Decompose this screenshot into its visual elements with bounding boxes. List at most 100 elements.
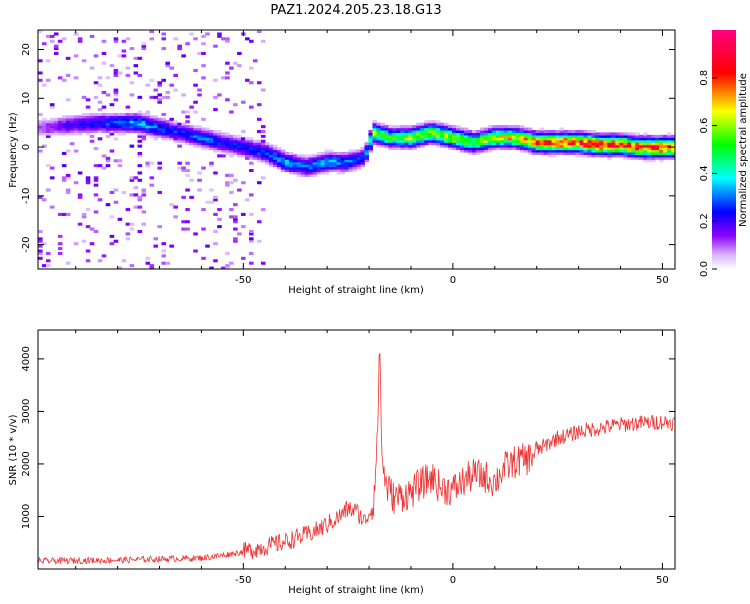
spectrogram-cell: [221, 147, 226, 151]
spectrogram-cell: [408, 129, 413, 134]
spectrogram-cell: [161, 249, 166, 253]
spectrogram-cell: [408, 137, 413, 141]
spectrogram-cell: [392, 129, 397, 134]
spectrogram-cell: [284, 151, 290, 155]
spectrogram-cell: [101, 122, 107, 126]
spectrogram-cell: [61, 115, 67, 119]
spectrogram-cell: [416, 139, 421, 143]
spectrogram-cell: [121, 190, 127, 194]
spectrogram-cell: [348, 156, 354, 160]
spectrogram-cell: [292, 166, 298, 170]
spectrogram-cell: [444, 142, 449, 146]
spectrogram-cell: [153, 127, 159, 131]
spectrogram-cell: [595, 142, 600, 146]
spectrogram-cell: [193, 127, 198, 131]
spectrogram-cell: [424, 134, 429, 138]
spectrogram-cell: [460, 139, 465, 143]
spectrogram-cell: [583, 144, 589, 148]
spectrogram-cell: [663, 142, 668, 146]
spectrogram-cell: [129, 193, 135, 197]
spectrogram-cell: [65, 125, 71, 129]
spectrogram-cell: [113, 125, 119, 129]
spectrogram-cell: [252, 151, 258, 155]
spectrogram-cell: [169, 203, 174, 207]
spectrogram-cell: [157, 190, 163, 194]
spectrogram-cell: [392, 139, 397, 143]
spectrogram-cell: [551, 144, 557, 148]
spectrogram-cell: [479, 139, 485, 143]
spectrogram-cell: [260, 129, 266, 134]
spectrogram-cell: [416, 127, 421, 131]
spectrogram-cell: [137, 129, 143, 134]
spectrogram-cell: [137, 151, 143, 155]
spectrogram-cell: [324, 169, 330, 173]
spectrogram-cell: [535, 142, 541, 146]
spectrogram-cell: [105, 76, 111, 80]
spectrogram-cell: [241, 151, 246, 155]
spectrogram-cell: [368, 132, 374, 136]
spectrogram-cell: [491, 127, 497, 131]
spectrogram-cell: [511, 142, 517, 146]
spectrogram-cell: [268, 164, 274, 168]
spectrogram-cell: [651, 149, 656, 153]
spectrogram-cell: [89, 66, 95, 70]
spectrogram-cell: [551, 154, 557, 158]
spectrogram-cell: [527, 127, 533, 131]
spectrogram-cell: [49, 166, 55, 170]
spectrogram-cell: [511, 127, 517, 131]
spectrogram-cell: [189, 195, 194, 199]
spectrogram-cell: [145, 256, 151, 260]
spectrogram-cell: [117, 71, 123, 75]
spectrogram-cell: [615, 149, 620, 153]
spectrogram-cell: [284, 169, 290, 173]
spectrogram-cell: [181, 169, 186, 173]
spectrogram-cell: [256, 81, 262, 85]
spectrogram-cell: [475, 137, 481, 141]
spectrogram-cell: [583, 147, 589, 151]
spectrogram-cell: [205, 200, 210, 204]
spectrogram-cell: [531, 144, 537, 148]
spectrogram-cell: [177, 125, 182, 129]
spectrogram-cell: [463, 139, 469, 143]
spectrogram-cell: [300, 164, 306, 168]
spectrogram-cell: [217, 129, 222, 134]
spectrogram-cell: [129, 115, 135, 119]
spectrogram-cell: [113, 115, 119, 119]
spectrogram-cell: [495, 139, 501, 143]
spectrogram-cell: [324, 161, 330, 165]
spectrogram-cell: [483, 129, 489, 134]
spectrogram-cell: [511, 132, 517, 136]
spectrogram-cell: [161, 132, 166, 136]
spectrogram-cell: [448, 147, 453, 151]
spectrogram-cell: [587, 154, 592, 158]
spectrogram-cell: [627, 144, 632, 148]
spectrogram-cell: [392, 127, 397, 131]
spectrogram-cell: [400, 147, 405, 151]
spectrogram-cell: [161, 37, 166, 41]
spectrogram-cell: [667, 156, 672, 160]
spectrogram-cell: [655, 151, 660, 155]
spectrogram-cell: [260, 125, 266, 129]
spectrogram-cell: [491, 137, 497, 141]
spectrogram-cell: [412, 142, 417, 146]
spectrogram-cell: [105, 164, 111, 168]
spectrogram-cell: [229, 151, 234, 155]
spectrogram-cell: [639, 144, 644, 148]
spectrogram-cell: [57, 127, 63, 131]
spectrogram-cell: [356, 161, 362, 165]
spectrogram-cell: [376, 122, 381, 126]
spectrogram-cell: [237, 147, 242, 151]
spectrogram-cell: [396, 139, 401, 143]
spectrogram-cell: [444, 134, 449, 138]
spectrogram-cell: [491, 129, 497, 134]
spectrogram-cell: [245, 147, 250, 151]
spectrogram-cell: [404, 129, 409, 134]
spectrogram-cell: [316, 159, 322, 163]
spectrogram-cell: [225, 134, 230, 138]
spectrogram-cell: [308, 171, 314, 175]
spectrogram-cell: [388, 142, 393, 146]
spectrogram-cell: [607, 147, 612, 151]
spectrogram-cell: [567, 137, 573, 141]
spectrogram-cell: [603, 142, 608, 146]
spectrogram-cell: [356, 159, 362, 163]
